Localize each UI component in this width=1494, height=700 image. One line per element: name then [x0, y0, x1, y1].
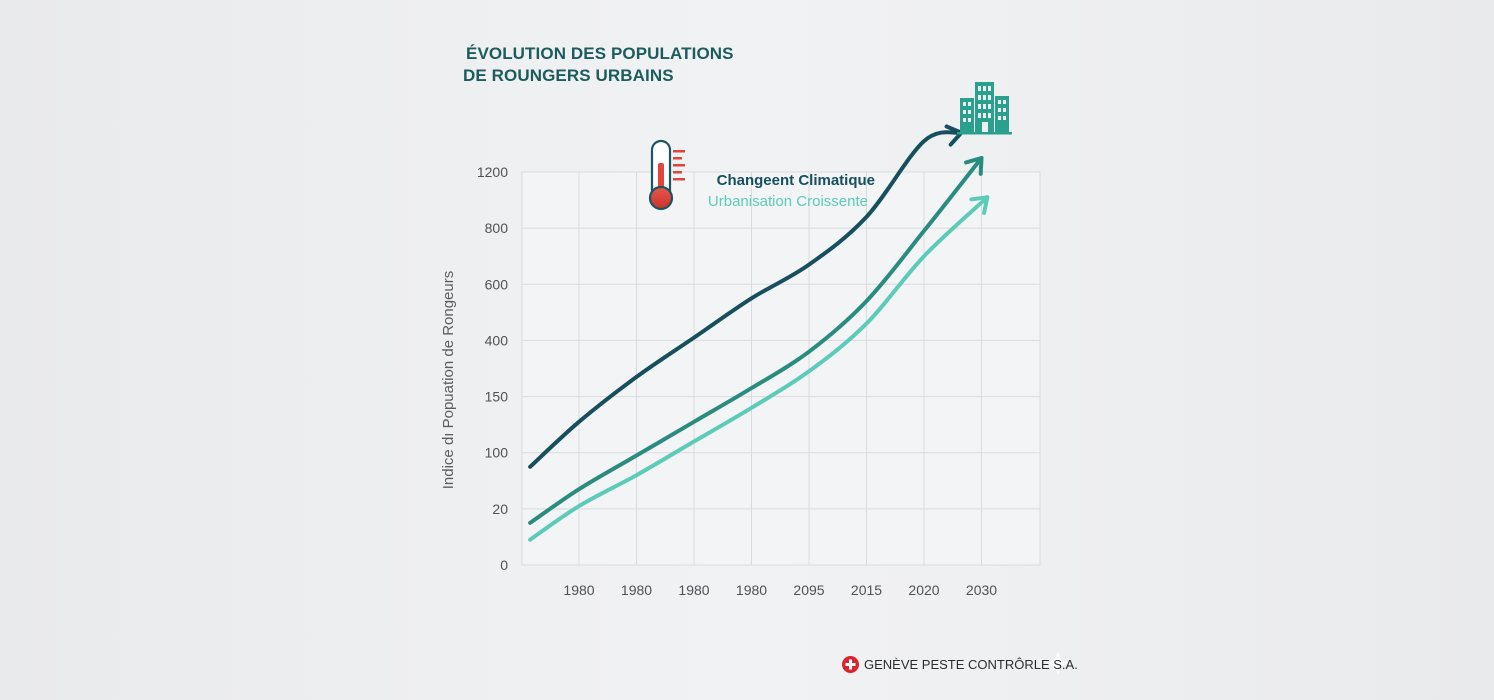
x-tick-label: 1980 — [736, 582, 767, 598]
series-line-middle — [528, 156, 984, 525]
series-line-climate — [528, 130, 964, 469]
y-tick-label: 0 — [500, 557, 508, 573]
x-tick-label: 1980 — [621, 582, 652, 598]
series-label-climate: Changeent Climatique — [717, 172, 875, 189]
series-arrowhead-middle — [964, 156, 984, 176]
series-arrowhead-climate — [944, 124, 964, 147]
y-tick-label: 20 — [492, 501, 508, 517]
thermometer-icon — [648, 139, 685, 211]
y-tick-label: 800 — [485, 220, 509, 236]
series-label-urbanisation: Urbanisation Croissente — [708, 193, 868, 210]
x-tick-label: 2030 — [966, 582, 997, 598]
series-lines: Changeent Climatique Urbanisation Croisse… — [528, 124, 990, 542]
sparkle-icon — [1046, 651, 1070, 675]
y-tick-label: 150 — [485, 389, 509, 405]
footer-company-name: GENÈVE PESTE CONTRÔRLE S.A. — [864, 656, 1078, 672]
x-tick-label: 1980 — [563, 582, 594, 598]
footer-brand: GENÈVE PESTE CONTRÔRLE S.A. — [842, 654, 1078, 674]
y-axis-ticks: 1200 800 600 400 150 100 20 0 — [477, 164, 508, 573]
x-tick-label: 2015 — [851, 582, 882, 598]
x-tick-label: 1980 — [678, 582, 709, 598]
chart-title-line-2: DE ROUNGERS URBAINS — [463, 66, 674, 85]
x-tick-label: 2020 — [908, 582, 939, 598]
swiss-cross-icon — [842, 655, 859, 673]
x-tick-label: 2095 — [793, 582, 824, 598]
y-tick-label: 600 — [485, 276, 509, 292]
series-arrowhead-urbanisation — [969, 195, 990, 215]
office-buildings-icon — [957, 82, 1012, 135]
series-line-urbanisation — [528, 195, 990, 542]
y-tick-label: 400 — [485, 332, 509, 348]
y-tick-label: 1200 — [477, 164, 508, 180]
y-axis-label: Indice dı Popuation de Rongeurs — [440, 271, 457, 490]
chart-title-line-1: ÉVOLUTION DES POPULATIONS — [466, 44, 734, 63]
y-tick-label: 100 — [485, 445, 509, 461]
x-axis-ticks: 1980 1980 1980 1980 2095 2015 2020 2030 — [563, 582, 997, 598]
